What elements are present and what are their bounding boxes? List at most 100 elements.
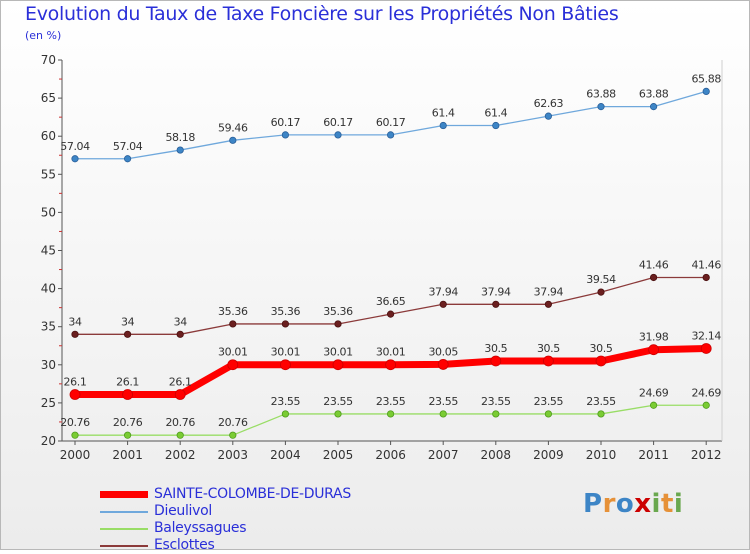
data-label: 65.88 — [691, 72, 721, 85]
data-point — [71, 431, 79, 439]
data-label: 23.55 — [271, 395, 301, 408]
data-label: 23.55 — [534, 395, 564, 408]
y-tick-label: 50 — [41, 205, 56, 219]
data-point — [439, 121, 447, 130]
data-label: 30.01 — [218, 346, 248, 359]
x-tick-label: 2009 — [533, 448, 564, 462]
data-label: 23.55 — [428, 395, 458, 408]
data-label: 24.69 — [639, 386, 669, 399]
data-point — [176, 330, 184, 338]
data-label: 35.36 — [218, 305, 248, 318]
data-point — [69, 389, 81, 400]
data-point — [279, 359, 291, 371]
data-label: 57.04 — [113, 140, 143, 153]
data-label: 41.46 — [639, 258, 669, 271]
data-point — [702, 401, 710, 409]
data-label: 30.01 — [323, 346, 353, 359]
data-label: 37.94 — [481, 285, 511, 298]
data-point — [439, 410, 447, 418]
x-tick-label: 2001 — [112, 448, 143, 462]
legend-swatch — [100, 511, 148, 513]
data-point — [229, 320, 237, 328]
data-point — [490, 355, 502, 367]
data-point — [597, 288, 605, 296]
legend-label: Esclottes — [154, 537, 215, 553]
data-label: 37.94 — [428, 285, 458, 298]
data-label: 23.55 — [376, 395, 406, 408]
data-label: 59.46 — [218, 121, 248, 134]
data-label: 23.55 — [323, 395, 353, 408]
data-label: 62.63 — [534, 97, 564, 110]
y-tick-label: 35 — [41, 320, 56, 334]
data-point — [176, 431, 184, 439]
legend-label: SAINTE-COLOMBE-DE-DURAS — [154, 486, 351, 502]
data-label: 35.36 — [271, 305, 301, 318]
y-tick-label: 55 — [41, 167, 56, 181]
data-label: 30.05 — [428, 345, 458, 358]
data-label: 36.65 — [376, 295, 406, 308]
proxiti-logo: Proxiti — [583, 489, 683, 519]
y-tick-label: 60 — [41, 129, 56, 143]
data-point — [71, 155, 79, 163]
data-label: 58.18 — [165, 131, 195, 144]
logo-letter: x — [634, 489, 652, 519]
x-tick-label: 2007 — [428, 448, 459, 462]
data-point — [281, 320, 289, 328]
data-point — [544, 410, 553, 418]
data-point — [492, 121, 500, 130]
series-points — [69, 87, 712, 439]
data-label: 30.01 — [376, 346, 406, 359]
data-point — [229, 431, 237, 439]
data-label: 31.98 — [639, 331, 669, 344]
legend-swatch — [100, 528, 148, 530]
series-labels: 57.04 57.04 58.18 59.46 60.17 60.17 60.17 61.4 6… — [60, 72, 721, 429]
data-label: 34 — [121, 315, 135, 328]
data-point — [124, 155, 132, 163]
data-point — [492, 410, 500, 418]
data-point — [439, 300, 447, 308]
data-label: 20.76 — [218, 416, 248, 429]
y-tick-label: 65 — [41, 91, 56, 105]
data-label: 23.55 — [481, 395, 511, 408]
legend-label: Dieulivol — [154, 503, 212, 519]
data-point — [702, 273, 710, 282]
y-tick-label: 25 — [41, 396, 56, 410]
data-label: 26.1 — [64, 376, 87, 389]
data-label: 24.69 — [691, 386, 721, 399]
legend-swatch — [100, 545, 148, 547]
data-point — [544, 112, 553, 120]
data-label: 20.76 — [60, 416, 90, 429]
x-tick-label: 2000 — [60, 448, 91, 462]
x-tick-label: 2003 — [218, 448, 249, 462]
data-label: 35.36 — [323, 305, 353, 318]
data-point — [649, 103, 658, 111]
data-label: 34 — [68, 315, 82, 328]
data-point — [71, 330, 79, 338]
data-point — [334, 320, 342, 328]
legend-swatch — [100, 491, 148, 498]
data-point — [124, 431, 132, 439]
data-point — [386, 310, 395, 318]
data-point — [229, 136, 237, 144]
legend-label: Baleyssagues — [154, 520, 247, 536]
data-point — [281, 410, 289, 418]
y-tick-label: 20 — [41, 434, 56, 448]
data-point — [595, 355, 607, 367]
data-point — [702, 87, 710, 95]
data-point — [649, 273, 658, 282]
x-tick-label: 2006 — [375, 448, 406, 462]
data-label: 32.14 — [691, 329, 721, 342]
x-tick-label: 2010 — [586, 448, 617, 462]
data-point — [649, 401, 658, 409]
data-label: 39.54 — [586, 273, 616, 286]
y-tick-label: 45 — [41, 244, 56, 258]
unit-label: (en %) — [25, 29, 62, 42]
logo-letter: P — [583, 489, 603, 519]
data-point — [597, 103, 605, 111]
data-point — [176, 146, 184, 154]
data-point — [544, 300, 553, 308]
data-label: 60.17 — [323, 116, 353, 129]
data-point — [332, 359, 344, 371]
logo-letter: i — [651, 489, 661, 519]
